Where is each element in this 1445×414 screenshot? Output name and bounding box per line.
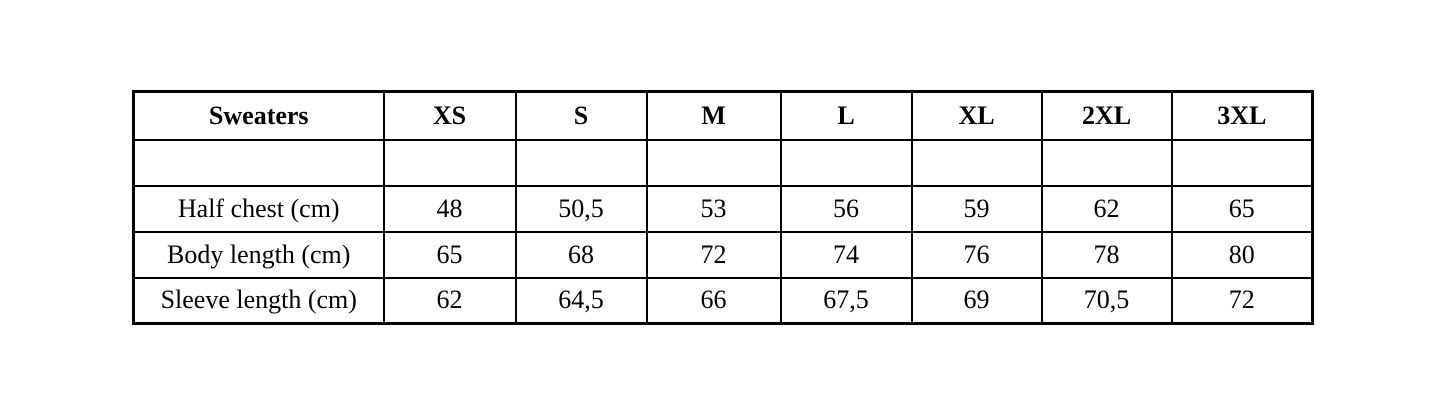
size-header-m: M (645, 90, 782, 141)
spacer-cell (645, 138, 782, 187)
size-header-3xl: 3XL (1170, 90, 1314, 141)
size-header-xs: XS (382, 90, 517, 141)
row-label-sleeve-length: Sleeve length (cm) (132, 276, 385, 325)
spacer-cell (1170, 138, 1314, 187)
spacer-cell (1040, 138, 1173, 187)
value-cell: 65 (382, 230, 517, 279)
size-header-2xl: 2XL (1040, 90, 1173, 141)
value-cell: 72 (1170, 276, 1314, 325)
value-cell: 66 (645, 276, 782, 325)
size-header-xl: XL (910, 90, 1043, 141)
value-cell: 59 (910, 184, 1043, 233)
table-header-row: Sweaters XS S M L XL 2XL 3XL (132, 90, 1314, 141)
value-cell: 62 (1040, 184, 1173, 233)
spacer-cell (779, 138, 913, 187)
value-cell: 78 (1040, 230, 1173, 279)
value-cell: 68 (514, 230, 648, 279)
value-cell: 56 (779, 184, 913, 233)
size-table: Sweaters XS S M L XL 2XL 3XL Half chest … (132, 90, 1314, 325)
spacer-cell (910, 138, 1043, 187)
value-cell: 65 (1170, 184, 1314, 233)
value-cell: 64,5 (514, 276, 648, 325)
value-cell: 70,5 (1040, 276, 1173, 325)
value-cell: 50,5 (514, 184, 648, 233)
table-row-sleeve-length: Sleeve length (cm) 62 64,5 66 67,5 69 70… (132, 276, 1314, 325)
value-cell: 80 (1170, 230, 1314, 279)
value-cell: 62 (382, 276, 517, 325)
value-cell: 74 (779, 230, 913, 279)
spacer-cell (132, 138, 385, 187)
value-cell: 53 (645, 184, 782, 233)
value-cell: 48 (382, 184, 517, 233)
size-header-s: S (514, 90, 648, 141)
value-cell: 76 (910, 230, 1043, 279)
table-row-half-chest: Half chest (cm) 48 50,5 53 56 59 62 65 (132, 184, 1314, 233)
table-title-cell: Sweaters (132, 90, 385, 141)
size-header-l: L (779, 90, 913, 141)
spacer-cell (514, 138, 648, 187)
row-label-half-chest: Half chest (cm) (132, 184, 385, 233)
row-label-body-length: Body length (cm) (132, 230, 385, 279)
value-cell: 69 (910, 276, 1043, 325)
table-row-body-length: Body length (cm) 65 68 72 74 76 78 80 (132, 230, 1314, 279)
spacer-cell (382, 138, 517, 187)
value-cell: 67,5 (779, 276, 913, 325)
value-cell: 72 (645, 230, 782, 279)
spacer-row (132, 138, 1314, 187)
